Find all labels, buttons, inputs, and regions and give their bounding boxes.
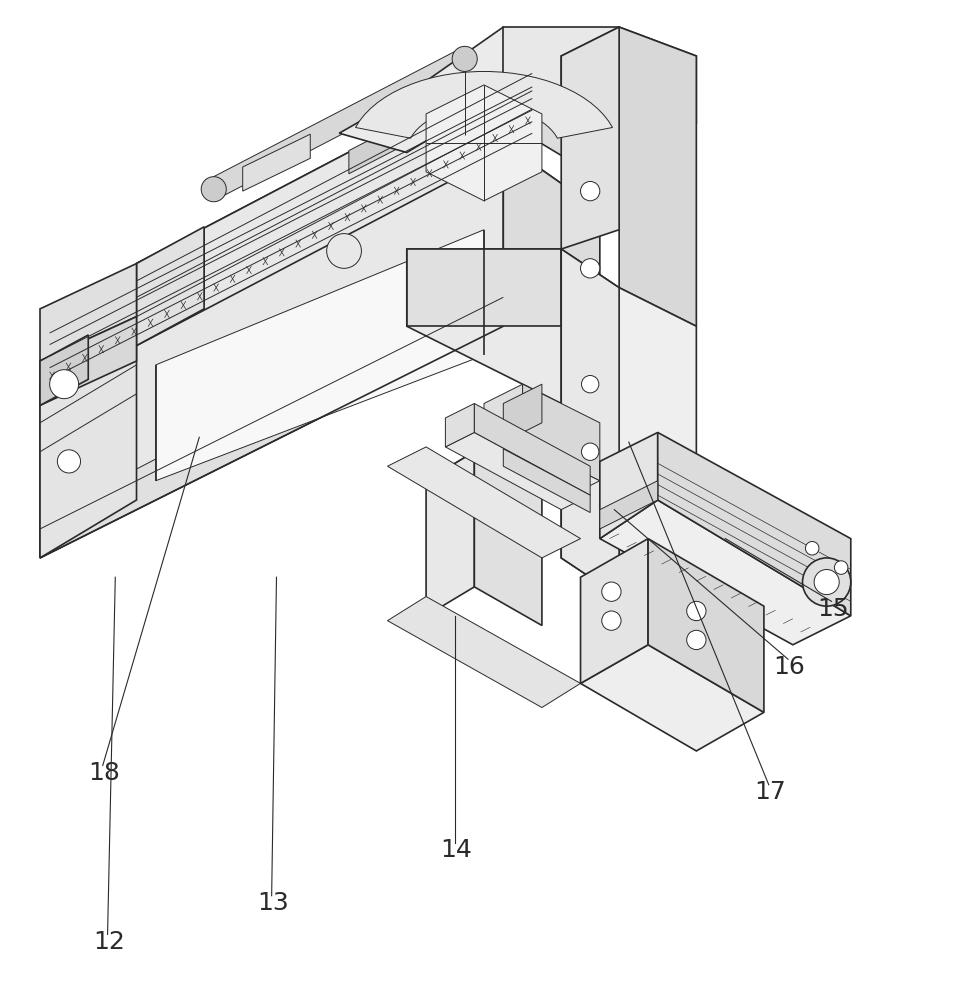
Polygon shape <box>561 249 620 597</box>
Text: 14: 14 <box>440 838 472 862</box>
Polygon shape <box>445 403 474 447</box>
Polygon shape <box>620 27 696 326</box>
Polygon shape <box>49 119 532 375</box>
Polygon shape <box>40 278 503 558</box>
Circle shape <box>814 569 839 595</box>
Polygon shape <box>40 143 503 558</box>
Polygon shape <box>532 56 600 179</box>
Polygon shape <box>561 27 696 162</box>
Polygon shape <box>40 264 136 361</box>
Circle shape <box>602 611 621 630</box>
Circle shape <box>581 181 600 201</box>
Polygon shape <box>600 481 657 529</box>
Text: 15: 15 <box>817 597 849 621</box>
Text: 16: 16 <box>773 655 805 679</box>
Polygon shape <box>600 500 851 645</box>
Circle shape <box>581 259 600 278</box>
Polygon shape <box>407 249 561 326</box>
Circle shape <box>805 542 819 555</box>
Polygon shape <box>503 143 600 394</box>
Circle shape <box>326 234 361 268</box>
Circle shape <box>582 375 599 393</box>
Polygon shape <box>581 539 649 683</box>
Polygon shape <box>348 56 532 174</box>
Polygon shape <box>136 227 204 346</box>
Circle shape <box>201 177 227 202</box>
Polygon shape <box>561 288 696 597</box>
Circle shape <box>834 561 848 574</box>
Polygon shape <box>561 27 620 249</box>
Circle shape <box>686 601 706 621</box>
Polygon shape <box>136 56 600 304</box>
Circle shape <box>802 558 851 606</box>
Circle shape <box>452 46 477 71</box>
Polygon shape <box>649 539 764 712</box>
Polygon shape <box>426 452 474 616</box>
Polygon shape <box>474 403 590 495</box>
Polygon shape <box>214 46 465 201</box>
Polygon shape <box>484 384 523 461</box>
Text: 12: 12 <box>93 930 125 954</box>
Polygon shape <box>503 27 620 95</box>
Circle shape <box>57 450 80 473</box>
Text: 13: 13 <box>257 891 288 915</box>
Polygon shape <box>600 432 657 539</box>
Polygon shape <box>40 317 136 405</box>
Polygon shape <box>355 72 613 138</box>
Polygon shape <box>523 384 600 481</box>
Polygon shape <box>657 432 851 616</box>
Polygon shape <box>387 447 581 558</box>
Polygon shape <box>503 449 590 513</box>
Polygon shape <box>397 81 465 138</box>
Polygon shape <box>387 597 581 708</box>
Polygon shape <box>407 249 620 403</box>
Text: 18: 18 <box>88 761 120 785</box>
Polygon shape <box>136 56 532 346</box>
Polygon shape <box>426 85 542 201</box>
Polygon shape <box>40 335 88 405</box>
Polygon shape <box>156 230 484 481</box>
Polygon shape <box>503 384 542 442</box>
Polygon shape <box>426 452 542 519</box>
Polygon shape <box>620 519 696 635</box>
Text: 17: 17 <box>754 780 786 804</box>
Circle shape <box>49 370 78 399</box>
Polygon shape <box>243 134 311 191</box>
Polygon shape <box>445 432 590 510</box>
Polygon shape <box>484 442 600 500</box>
Polygon shape <box>40 143 600 452</box>
Circle shape <box>686 630 706 650</box>
Polygon shape <box>40 326 136 558</box>
Circle shape <box>582 443 599 460</box>
Polygon shape <box>339 27 561 153</box>
Polygon shape <box>474 452 542 625</box>
Polygon shape <box>581 645 764 751</box>
Circle shape <box>602 582 621 601</box>
